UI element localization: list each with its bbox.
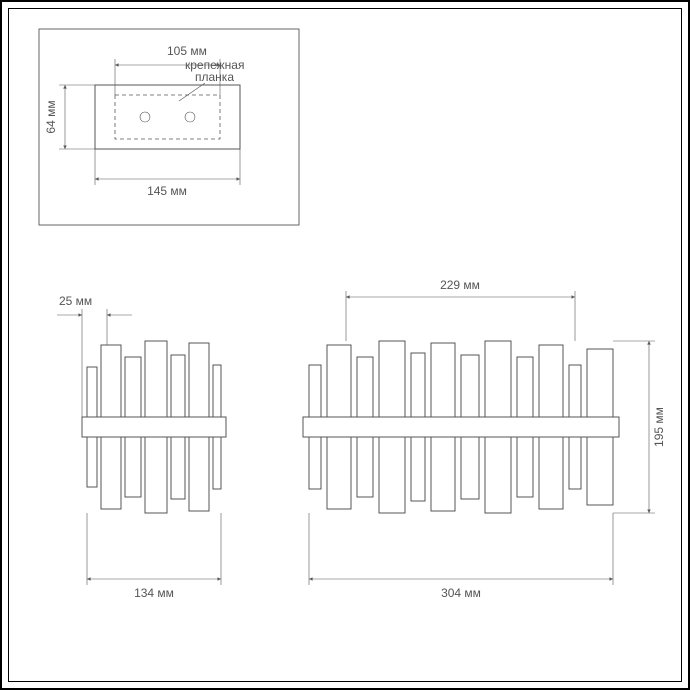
outer-frame: 145 мм 64 мм 105 мм крепежная планка 25 … (0, 0, 690, 690)
side-bar (82, 417, 226, 437)
dim-front-height: 195 мм (652, 407, 666, 447)
dim-front-bottom: 304 мм (441, 586, 481, 600)
dim-front-top: 229 мм (440, 278, 480, 292)
dim-plate-height: 64 мм (44, 100, 58, 133)
front-view: 229 мм 304 мм 195 мм (303, 278, 666, 600)
front-bar (303, 417, 619, 437)
dim-depth: 25 мм (59, 294, 92, 308)
dim-plate-width: 145 мм (147, 184, 187, 198)
side-view: 25 мм 134 мм (57, 294, 226, 600)
mounting-hole (185, 112, 195, 122)
dim-inner-width: 105 мм (167, 44, 207, 58)
inner-frame: 145 мм 64 мм 105 мм крепежная планка 25 … (8, 8, 682, 682)
top-detail: 145 мм 64 мм 105 мм крепежная планка (39, 29, 299, 225)
technical-drawing: 145 мм 64 мм 105 мм крепежная планка 25 … (9, 9, 681, 681)
mounting-hole (140, 112, 150, 122)
bracket-label-2: планка (195, 70, 234, 84)
dim-side-width: 134 мм (134, 586, 174, 600)
